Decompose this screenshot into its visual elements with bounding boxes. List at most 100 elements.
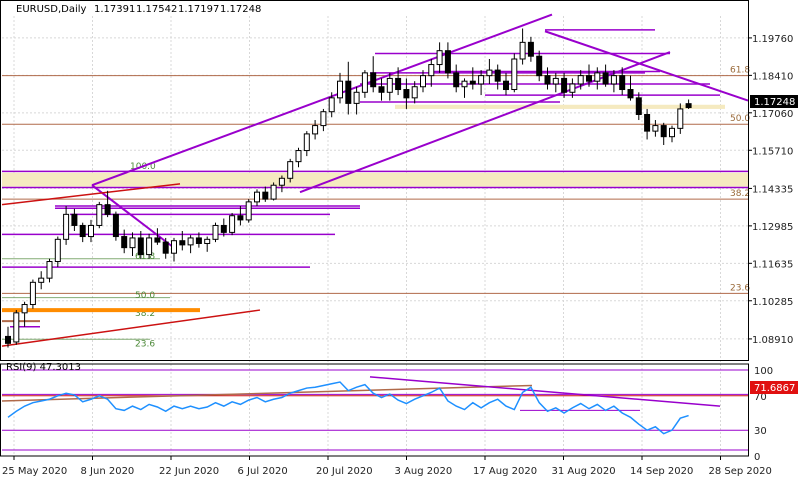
price-badge-bg (750, 95, 798, 108)
candle-body (13, 312, 20, 343)
candle (561, 72, 568, 98)
candle (179, 231, 186, 251)
trendline (1, 309, 261, 347)
candle-body (137, 237, 144, 256)
candle-body (353, 91, 360, 104)
candle (29, 279, 36, 309)
candle-body (328, 97, 335, 113)
candle-body (395, 77, 402, 91)
trendline (91, 13, 553, 187)
fib-level-label: 50.0 (730, 114, 750, 124)
candle-body (104, 204, 111, 215)
candle-body (212, 224, 219, 240)
candle-body (602, 72, 609, 85)
candle-body (627, 89, 634, 99)
rsi-badge-bg (750, 381, 798, 394)
candle-body (21, 304, 28, 314)
candle (96, 201, 103, 229)
candle-body (577, 75, 584, 85)
candle-body (370, 72, 377, 88)
rsi-panel (1, 369, 748, 457)
candle (494, 64, 501, 90)
candle-body (536, 55, 543, 77)
candle (137, 231, 144, 259)
candle-body (494, 69, 501, 82)
x-tick-label: 6 Jul 2020 (238, 466, 288, 477)
candle-body (5, 335, 11, 344)
candle (88, 219, 94, 243)
candle (486, 59, 493, 84)
y-tick-label: 1.17060 (752, 109, 793, 120)
candle-body (154, 237, 161, 243)
candle-body (262, 191, 269, 200)
candle (295, 147, 302, 168)
candle (121, 229, 128, 254)
candle (195, 232, 202, 248)
candle (287, 158, 294, 183)
candle-body (361, 72, 368, 93)
candle (569, 78, 576, 98)
candle-body (345, 80, 352, 104)
y-tick-label: 1.10285 (752, 297, 793, 308)
candle (13, 310, 20, 345)
candle-body (503, 80, 509, 91)
candle-body (386, 77, 393, 93)
candle (594, 67, 601, 90)
candle-body (245, 201, 252, 221)
header-low: 1.17197 (178, 4, 219, 15)
candle-body (635, 97, 642, 115)
y-tick-label: 1.15710 (752, 146, 793, 157)
candle (644, 108, 651, 140)
candle-body (552, 77, 559, 85)
candle (262, 186, 269, 202)
candle (187, 235, 194, 254)
candle (270, 182, 277, 201)
candle (652, 120, 659, 137)
candle (552, 72, 559, 93)
candle-body (594, 72, 601, 82)
candle-body (685, 103, 692, 109)
y-tick-label: 1.14335 (752, 184, 793, 195)
candle-body (436, 50, 443, 66)
header-open: 1.17391 (94, 4, 135, 15)
candle (237, 206, 244, 226)
candle-body (428, 64, 435, 77)
candle-body (478, 75, 485, 85)
rsi-tick-label: 30 (754, 426, 767, 437)
candle (104, 190, 111, 218)
candle-body (411, 86, 418, 99)
candle-body (519, 41, 526, 60)
rsi-tick-label: 100 (754, 366, 773, 377)
rsi-line (7, 381, 689, 435)
header-high: 1.17542 (136, 4, 177, 15)
candle (386, 72, 393, 101)
candle (245, 199, 252, 223)
candle (411, 81, 418, 104)
candle (586, 64, 592, 87)
candle (420, 70, 426, 93)
candle (146, 233, 153, 259)
candle (660, 122, 667, 145)
candle (361, 70, 368, 98)
rsi-pane-frame (0, 363, 749, 457)
y-tick-label: 1.08910 (752, 335, 793, 346)
candle-body (320, 111, 327, 127)
candle-body (312, 125, 319, 135)
candle (511, 53, 518, 93)
x-tick-label: 8 Jun 2020 (81, 466, 135, 477)
candle (212, 222, 219, 243)
candlesticks (5, 28, 692, 348)
candle-body (544, 75, 551, 85)
candle-body (461, 80, 468, 88)
candle (63, 206, 70, 245)
zones (2, 104, 748, 187)
candle (370, 56, 377, 93)
trendline (1, 183, 181, 206)
candle-body (453, 72, 460, 88)
candle-body (220, 224, 227, 233)
trendline (91, 184, 173, 248)
x-tick-label: 25 May 2020 (2, 466, 67, 477)
candle (503, 72, 509, 96)
candle (204, 236, 211, 252)
candle (129, 232, 136, 256)
